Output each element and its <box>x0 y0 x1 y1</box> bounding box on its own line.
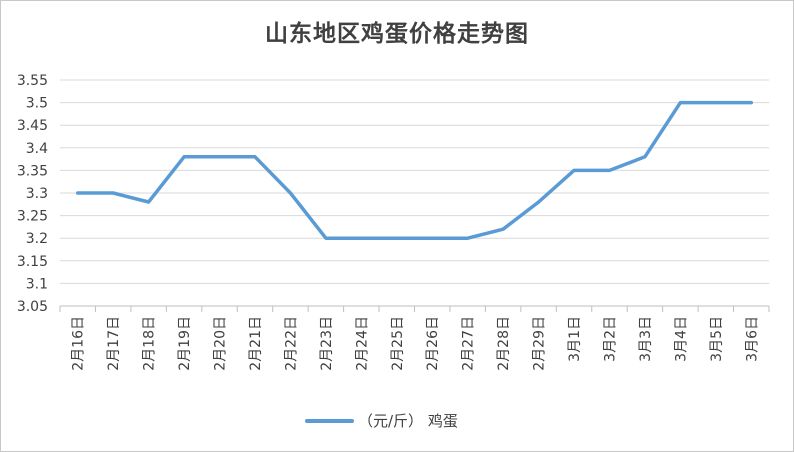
x-tick-label: 2月18日 <box>142 316 158 371</box>
x-tick-label: 2月17日 <box>106 316 122 371</box>
x-tick-label: 2月24日 <box>354 316 370 371</box>
x-tick-label: 2月27日 <box>461 316 477 371</box>
y-tick-label: 3.3 <box>26 186 48 202</box>
series-lines <box>75 100 754 240</box>
legend: （元/斤） 鸡蛋 <box>305 412 458 430</box>
x-tick-label: 3月1日 <box>567 316 583 362</box>
x-tick-label: 3月5日 <box>709 316 725 362</box>
legend-label: （元/斤） 鸡蛋 <box>358 412 458 430</box>
axes <box>59 305 770 312</box>
y-tick-label: 3.4 <box>26 141 48 157</box>
x-tick-label: 2月28日 <box>496 316 512 371</box>
x-tick-label: 3月4日 <box>673 316 689 362</box>
x-tick-label: 2月20日 <box>213 316 229 371</box>
y-tick-label: 3.15 <box>17 254 48 270</box>
y-tick-label: 3.35 <box>17 163 48 179</box>
x-tick-label: 2月23日 <box>319 316 335 371</box>
y-tick-label: 3.55 <box>17 73 48 89</box>
y-axis-ticks: 3.05 3.1 3.15 3.2 3.25 3.3 3.35 3.4 3.45 3.5 3.55 <box>17 73 48 315</box>
y-tick-label: 3.5 <box>26 96 48 112</box>
x-tick-label: 2月26日 <box>425 316 441 371</box>
x-tick-label: 2月29日 <box>532 316 548 371</box>
x-tick-label: 3月6日 <box>744 316 760 362</box>
x-tick-label: 2月22日 <box>283 316 299 371</box>
x-tick-label: 2月21日 <box>248 316 264 371</box>
x-tick-label: 2月16日 <box>71 316 87 371</box>
y-tick-label: 3.45 <box>17 118 48 134</box>
y-tick-label: 3.2 <box>26 231 48 247</box>
chart-title: 山东地区鸡蛋价格走势图 <box>265 20 529 47</box>
x-tick-label: 2月25日 <box>390 316 406 371</box>
y-tick-label: 3.1 <box>26 276 48 292</box>
x-tick-label: 2月19日 <box>177 316 193 371</box>
x-tick-label: 3月2日 <box>602 316 618 362</box>
x-axis-ticks: 2月16日 2月17日 2月18日 2月19日 2月20日 2月21日 2月22日 2月23日… <box>71 316 761 371</box>
x-tick-label: 3月3日 <box>638 316 654 362</box>
y-tick-label: 3.25 <box>17 209 48 225</box>
y-tick-label: 3.05 <box>17 299 48 315</box>
series-line <box>75 100 754 240</box>
